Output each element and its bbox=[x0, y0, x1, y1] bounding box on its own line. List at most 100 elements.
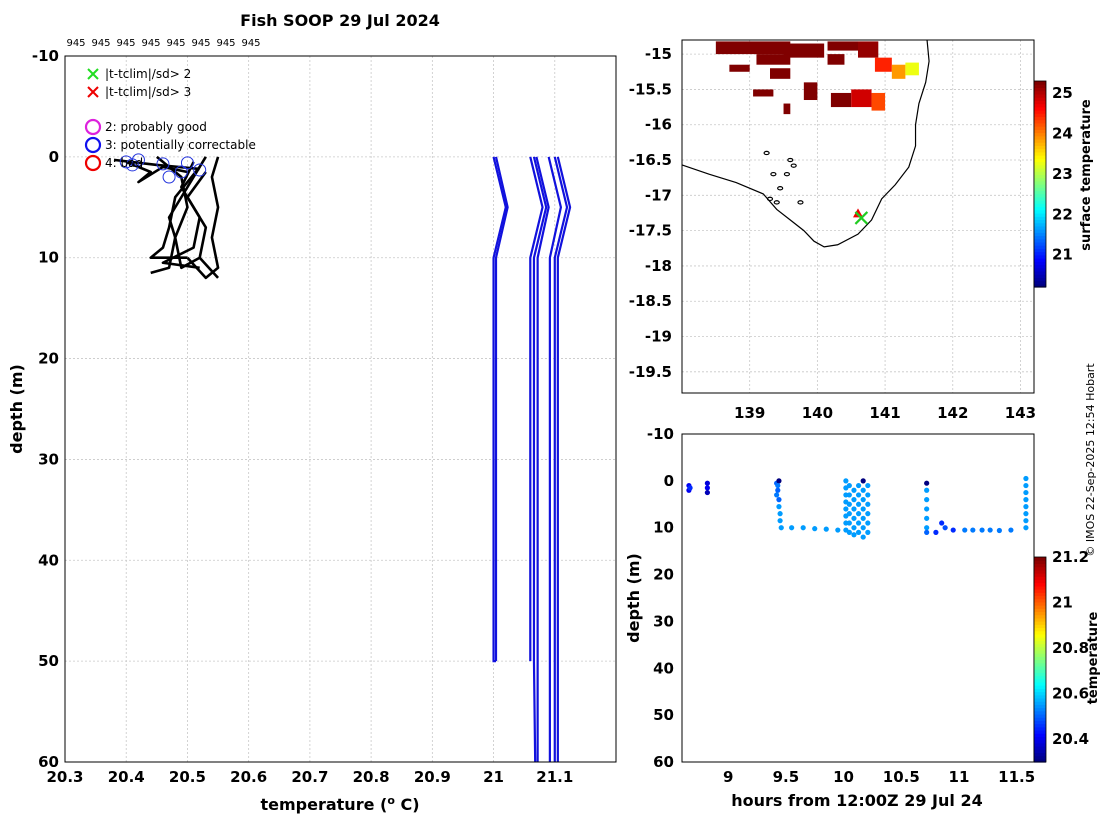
y-tick-label: 50 bbox=[38, 652, 59, 670]
colorbar-segment bbox=[1034, 145, 1046, 150]
scatter-point bbox=[835, 527, 841, 533]
profile-count-label: 945 bbox=[216, 38, 235, 49]
colorbar-segment bbox=[1034, 142, 1046, 146]
sst-colorbar-tick: 22 bbox=[1052, 205, 1073, 223]
colorbar-segment bbox=[1034, 745, 1046, 750]
colorbar-segment bbox=[1034, 601, 1046, 606]
climatology-line bbox=[532, 156, 548, 763]
colorbar-segment bbox=[1034, 180, 1046, 185]
scatter-point bbox=[860, 515, 866, 521]
colorbar-segment bbox=[1034, 627, 1046, 632]
colorbar-segment bbox=[1034, 713, 1046, 718]
profile-panel: Fish SOOP 29 Jul 2024 945 945 945 945 945 945… bbox=[7, 11, 617, 814]
map-y-tick-label: -17 bbox=[645, 186, 672, 204]
scatter-point bbox=[1023, 497, 1029, 503]
colorbar-segment bbox=[1034, 605, 1046, 609]
profile-count-label: 945 bbox=[141, 38, 160, 49]
colorbar-segment bbox=[1034, 122, 1046, 127]
colorbar-segment bbox=[1034, 277, 1046, 282]
colorbar-segment bbox=[1034, 624, 1046, 629]
sst-colorbar-tick: 25 bbox=[1052, 84, 1073, 102]
colorbar-segment bbox=[1034, 229, 1046, 233]
scatter-point bbox=[996, 527, 1002, 534]
legend-x-marker bbox=[87, 68, 99, 80]
scatter-point bbox=[843, 506, 849, 512]
y-tick-label: 40 bbox=[38, 551, 59, 569]
colorbar-segment bbox=[1034, 733, 1046, 737]
scatter-point bbox=[979, 527, 985, 533]
scatter-point bbox=[924, 529, 930, 536]
colorbar-segment bbox=[1034, 566, 1046, 571]
map-y-tick-label: -17.5 bbox=[629, 222, 672, 240]
island bbox=[770, 171, 777, 177]
map-y-tick-label: -15.5 bbox=[629, 80, 672, 98]
colorbar-segment bbox=[1034, 694, 1046, 699]
temperature-profile-line bbox=[125, 160, 188, 184]
scatter-point bbox=[924, 506, 930, 512]
sst-colorbar: 21 22 23 24 25 bbox=[1033, 80, 1073, 288]
colorbar-segment bbox=[1034, 177, 1046, 182]
scatter-point bbox=[851, 515, 857, 521]
scatter-point bbox=[851, 525, 857, 531]
colorbar-segment bbox=[1034, 235, 1046, 240]
legend-label: |t-tclim|/sd> 2 bbox=[105, 67, 191, 81]
colorbar-segment bbox=[1034, 196, 1046, 201]
scatter-point bbox=[704, 480, 710, 486]
colorbar-segment bbox=[1034, 729, 1046, 734]
scatter-point bbox=[687, 485, 693, 491]
sst-patches bbox=[715, 41, 919, 115]
scatter-x-tick-label: 11.5 bbox=[998, 768, 1035, 786]
colorbar-segment bbox=[1034, 723, 1046, 728]
scatter-point bbox=[855, 501, 862, 507]
scatter-point bbox=[924, 515, 930, 521]
colorbar-segment bbox=[1034, 573, 1046, 577]
scatter-y-ticks: -10 0 10 20 30 40 50 60 bbox=[647, 425, 674, 771]
island bbox=[773, 200, 780, 205]
colorbar-segment bbox=[1034, 608, 1046, 613]
x-tick-label: 21 bbox=[483, 768, 504, 786]
colorbar-segment bbox=[1034, 100, 1046, 105]
sst-patch bbox=[827, 41, 858, 51]
colorbar-segment bbox=[1034, 171, 1046, 175]
colorbar-segment bbox=[1034, 755, 1046, 760]
scatter-point bbox=[775, 487, 781, 493]
colorbar-segment bbox=[1034, 697, 1046, 702]
colorbar-segment bbox=[1034, 656, 1046, 661]
colorbar-segment bbox=[1034, 637, 1046, 641]
colorbar-segment bbox=[1034, 611, 1046, 616]
climatology-line bbox=[535, 156, 550, 762]
profile-y-label: depth (m) bbox=[7, 364, 26, 454]
profile-axes-box bbox=[64, 55, 617, 763]
scatter-point bbox=[846, 529, 852, 536]
scatter-x-tick-label: 9.5 bbox=[773, 768, 800, 786]
island bbox=[787, 157, 794, 163]
sst-patch bbox=[830, 92, 852, 108]
sst-patch bbox=[874, 57, 892, 72]
colorbar-segment bbox=[1034, 132, 1046, 137]
colorbar-segment bbox=[1034, 87, 1046, 92]
scatter-point bbox=[777, 518, 783, 524]
colorbar-segment bbox=[1034, 126, 1046, 130]
colorbar-segment bbox=[1034, 158, 1046, 163]
colorbar-segment bbox=[1034, 129, 1046, 134]
colorbar-segment bbox=[1034, 685, 1046, 689]
colorbar-segment bbox=[1034, 222, 1046, 227]
scatter-y-tick-label: 60 bbox=[653, 753, 674, 771]
profile-count-label: 945 bbox=[166, 38, 185, 49]
climatology-line bbox=[553, 156, 569, 762]
scatter-point bbox=[1023, 525, 1029, 531]
colorbar-segment bbox=[1034, 151, 1046, 156]
colorbar-segment bbox=[1034, 617, 1046, 622]
temperature-profile-line bbox=[186, 156, 220, 280]
climatology-profiles bbox=[492, 156, 572, 763]
colorbar-segment bbox=[1034, 739, 1046, 744]
scatter-point bbox=[942, 525, 948, 531]
scatter-point bbox=[933, 529, 939, 536]
scatter-point bbox=[823, 526, 829, 532]
colorbar-segment bbox=[1034, 749, 1046, 753]
map-y-ticks: -15 -15.5 -16 -16.5 -17 -17.5 -18 -18.5 -19 -19.5 bbox=[629, 45, 672, 381]
legend-label: 4: bad bbox=[105, 156, 143, 170]
scatter-point bbox=[846, 501, 852, 507]
map-x-tick-label: 142 bbox=[937, 404, 968, 422]
flag-3-marker bbox=[156, 157, 170, 171]
